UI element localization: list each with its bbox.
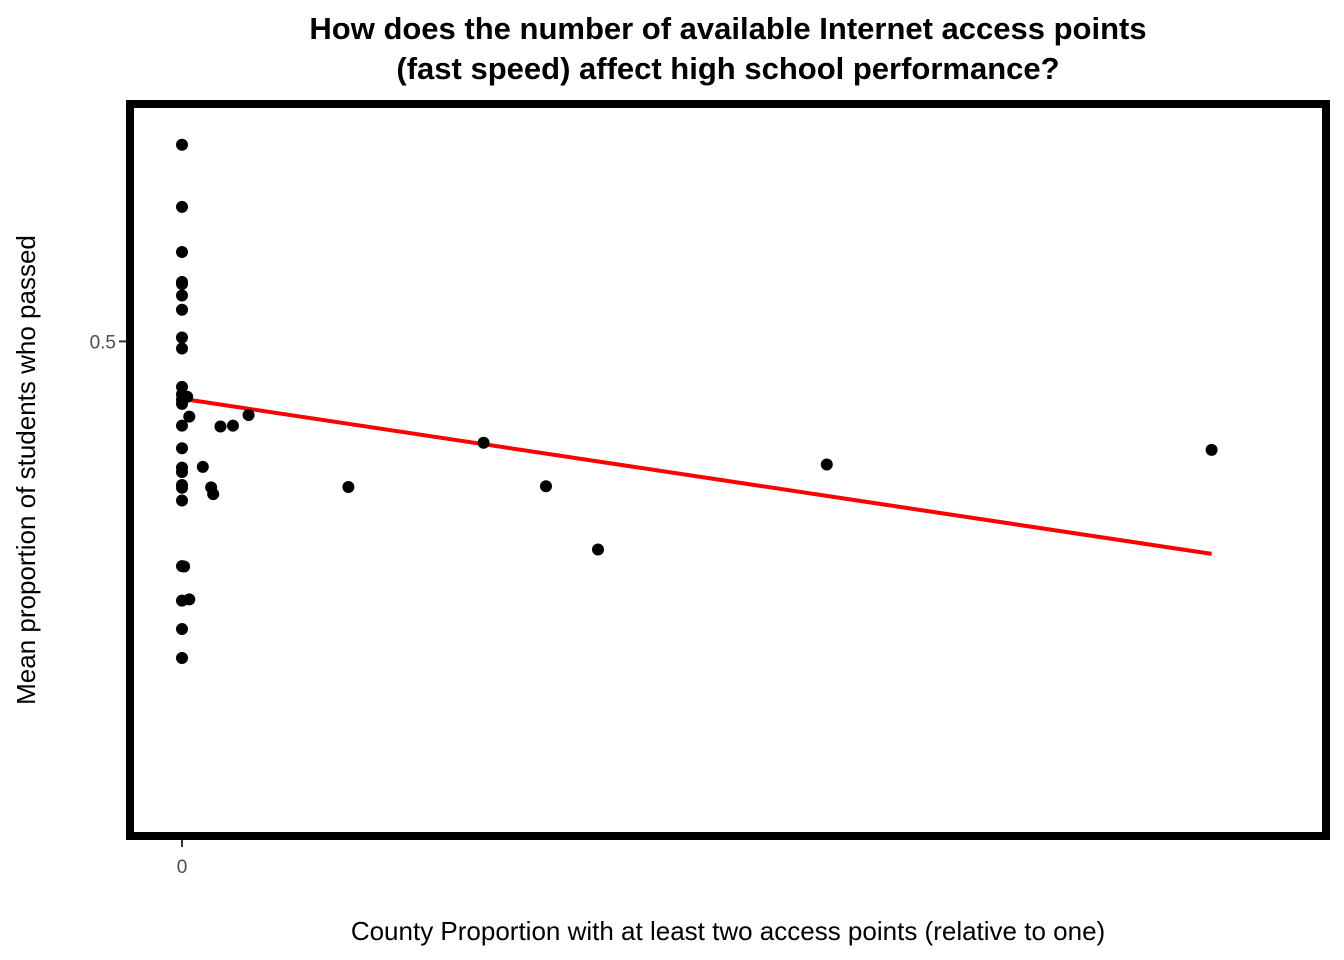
- data-point: [176, 623, 188, 636]
- data-points: [176, 138, 1218, 664]
- data-point: [820, 458, 833, 471]
- data-point: [176, 331, 188, 344]
- x-axis-label: County Proportion with at least two acce…: [351, 916, 1105, 946]
- data-point: [1205, 443, 1218, 456]
- x-tick-label: 0: [177, 857, 188, 878]
- data-point: [342, 481, 355, 494]
- data-point: [176, 289, 188, 302]
- data-point: [226, 419, 239, 432]
- data-point: [176, 245, 188, 258]
- data-point: [176, 442, 188, 455]
- data-point: [592, 543, 604, 556]
- data-point: [181, 390, 194, 403]
- data-point: [176, 494, 188, 507]
- data-point: [176, 342, 188, 355]
- data-point: [183, 593, 196, 606]
- chart-title-line-1: How does the number of available Interne…: [309, 11, 1146, 46]
- axis-ticks: 00.5: [90, 332, 188, 878]
- data-point: [176, 465, 188, 478]
- data-point: [176, 481, 188, 494]
- data-point: [214, 420, 227, 433]
- data-point: [196, 460, 209, 473]
- data-point: [176, 651, 188, 664]
- data-point: [176, 138, 188, 151]
- y-axis-label: Mean proportion of students who passed: [11, 235, 41, 705]
- data-point: [176, 303, 188, 316]
- data-point: [207, 488, 220, 501]
- data-point: [540, 480, 552, 493]
- data-point: [183, 410, 196, 423]
- plot-frame: [126, 100, 1330, 840]
- chart-title-line-2: (fast speed) affect high school performa…: [396, 51, 1059, 86]
- data-point: [176, 419, 188, 432]
- data-point: [242, 409, 255, 422]
- data-point: [176, 200, 188, 213]
- data-point: [176, 278, 188, 291]
- y-tick-label: 0.5: [90, 332, 116, 353]
- trend-line-group: [181, 396, 1212, 556]
- data-point: [178, 560, 191, 573]
- data-point: [477, 436, 490, 449]
- trend-line: [181, 396, 1212, 556]
